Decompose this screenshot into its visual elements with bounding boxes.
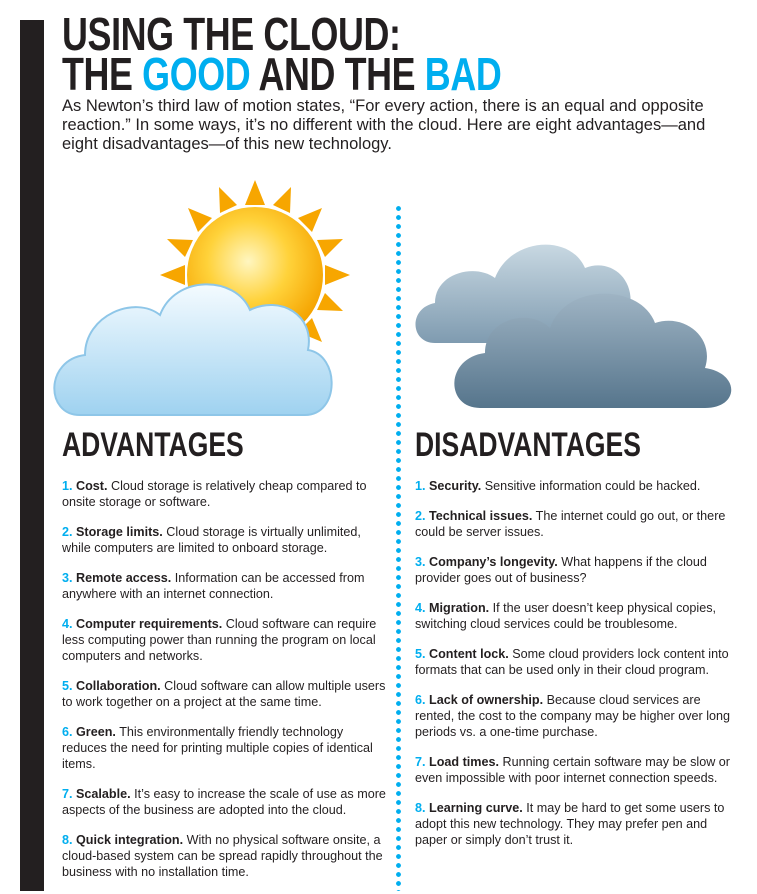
list-item: 8. Quick integration. With no physical s… <box>62 832 387 880</box>
title-the: THE <box>62 48 143 100</box>
list-item: 2. Technical issues. The internet could … <box>415 508 740 540</box>
list-item: 7. Load times. Running certain software … <box>415 754 740 786</box>
item-text: Information can be accessed from anywher… <box>62 571 365 601</box>
list-item: 8. Learning curve. It may be hard to get… <box>415 800 740 848</box>
item-label: Quick integration. <box>76 833 184 847</box>
item-number: 4. <box>62 617 73 631</box>
item-label: Load times. <box>429 755 499 769</box>
list-item: 6. Lack of ownership. Because cloud serv… <box>415 692 740 740</box>
list-item: 1. Security. Sensitive information could… <box>415 478 740 494</box>
item-number: 1. <box>415 479 426 493</box>
list-item: 4. Migration. If the user doesn’t keep p… <box>415 600 740 632</box>
item-text: Because cloud services are rented, the c… <box>415 693 731 739</box>
title-line-2: THE GOOD AND THE BAD <box>62 51 502 97</box>
item-label: Migration. <box>429 601 490 615</box>
item-label: Scalable. <box>76 787 131 801</box>
item-text: Cloud software can allow multiple users … <box>62 679 386 709</box>
black-side-bar <box>20 20 44 891</box>
dotted-divider <box>396 204 401 891</box>
title-and-the: AND THE <box>250 48 425 100</box>
item-label: Remote access. <box>76 571 172 585</box>
item-label: Cost. <box>76 479 108 493</box>
item-number: 6. <box>415 693 426 707</box>
item-number: 5. <box>62 679 73 693</box>
item-label: Technical issues. <box>429 509 533 523</box>
item-number: 6. <box>62 725 73 739</box>
list-item: 1. Cost. Cloud storage is relatively che… <box>62 478 387 510</box>
item-label: Computer requirements. <box>76 617 223 631</box>
item-number: 2. <box>415 509 426 523</box>
item-number: 8. <box>62 833 73 847</box>
item-label: Storage limits. <box>76 525 163 539</box>
disadvantages-list: 1. Security. Sensitive information could… <box>415 478 740 862</box>
item-label: Company’s longevity. <box>429 555 558 569</box>
item-text: This environmentally friendly technology… <box>62 725 373 771</box>
item-text: What happens if the cloud provider goes … <box>415 555 707 585</box>
item-number: 7. <box>62 787 73 801</box>
advantages-list: 1. Cost. Cloud storage is relatively che… <box>62 478 387 894</box>
disadvantages-heading: DISADVANTAGES <box>415 426 641 464</box>
list-item: 3. Remote access. Information can be acc… <box>62 570 387 602</box>
item-label: Collaboration. <box>76 679 161 693</box>
item-number: 5. <box>415 647 426 661</box>
list-item: 2. Storage limits. Cloud storage is virt… <box>62 524 387 556</box>
item-text: Cloud storage is relatively cheap compar… <box>62 479 367 509</box>
item-number: 1. <box>62 479 73 493</box>
item-text: Cloud storage is virtually unlimited, wh… <box>62 525 361 555</box>
item-text: With no physical software onsite, a clou… <box>62 833 383 879</box>
advantages-heading: ADVANTAGES <box>62 426 244 464</box>
item-number: 7. <box>415 755 426 769</box>
intro-paragraph: As Newton’s third law of motion states, … <box>62 97 706 153</box>
item-text: If the user doesn’t keep physical copies… <box>415 601 717 631</box>
list-item: 6. Green. This environmentally friendly … <box>62 724 387 772</box>
item-label: Learning curve. <box>429 801 523 815</box>
item-number: 3. <box>415 555 426 569</box>
list-item: 5. Content lock. Some cloud providers lo… <box>415 646 740 678</box>
item-text: Sensitive information could be hacked. <box>481 479 701 493</box>
list-item: 4. Computer requirements. Cloud software… <box>62 616 387 664</box>
list-item: 3. Company’s longevity. What happens if … <box>415 554 740 586</box>
item-label: Green. <box>76 725 116 739</box>
storm-clouds-icon <box>415 244 732 408</box>
title-bad: BAD <box>424 48 502 100</box>
item-text: Running certain software may be slow or … <box>415 755 730 785</box>
page-title: USING THE CLOUD: THE GOOD AND THE BAD <box>62 8 502 97</box>
list-item: 7. Scalable. It’s easy to increase the s… <box>62 786 387 818</box>
item-text: Some cloud providers lock content into f… <box>415 647 729 677</box>
item-number: 3. <box>62 571 73 585</box>
sun-behind-cloud-icon <box>53 180 350 416</box>
item-text: Cloud software can require less computin… <box>62 617 377 663</box>
item-text: It’s easy to increase the scale of use a… <box>62 787 386 817</box>
item-number: 2. <box>62 525 73 539</box>
item-text: It may be hard to get some users to adop… <box>415 801 725 847</box>
item-label: Content lock. <box>429 647 509 661</box>
item-number: 4. <box>415 601 426 615</box>
title-good: GOOD <box>142 48 251 100</box>
list-item: 5. Collaboration. Cloud software can all… <box>62 678 387 710</box>
item-number: 8. <box>415 801 426 815</box>
title-line-1: USING THE CLOUD: <box>62 8 401 60</box>
item-text: The internet could go out, or there coul… <box>415 509 726 539</box>
item-label: Lack of ownership. <box>429 693 544 707</box>
item-label: Security. <box>429 479 482 493</box>
